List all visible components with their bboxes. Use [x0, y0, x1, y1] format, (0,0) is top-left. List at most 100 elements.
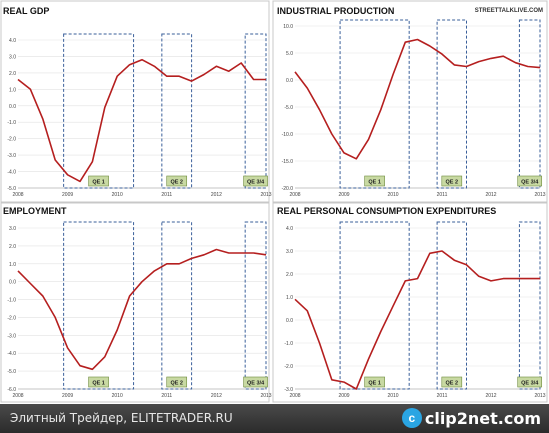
y-tick-label: 3.0 [9, 226, 16, 232]
qe-period-label: QE 1 [368, 380, 381, 386]
y-tick-label: 2.0 [9, 71, 16, 77]
qe-period-tag [364, 376, 385, 388]
x-tick-label: 2013 [534, 393, 545, 399]
qe-period-box [339, 221, 410, 390]
y-tick-label: 3.0 [9, 54, 16, 60]
x-tick-label: 2013 [260, 192, 271, 198]
y-tick-label: -4.0 [7, 170, 16, 176]
y-tick-label: -4.0 [7, 351, 16, 357]
chart-title: REAL PERSONAL CONSUMPTION EXPENDITURES [277, 206, 496, 216]
series-line [294, 250, 540, 390]
qe-period-box [436, 19, 468, 189]
qe-period-label: QE 1 [92, 179, 105, 185]
qe-period-tag [88, 175, 109, 187]
qe-period-box [339, 19, 410, 189]
x-tick-label: 2008 [289, 393, 300, 399]
x-tick-label: 2010 [387, 393, 398, 399]
x-tick-label: 2008 [289, 192, 300, 198]
series-line [294, 38, 541, 160]
y-tick-label: -3.0 [7, 333, 16, 339]
charts-canvas: STREETTALKLIVE.COM REAL GDP 4.0 3.0 2.0 1.0 0.… [0, 0, 548, 403]
qe-period-label: QE 1 [368, 179, 381, 185]
y-tick-label: 0.0 [9, 280, 16, 286]
x-tick-label: 2009 [338, 192, 349, 198]
clip2net-logo-icon: c [401, 408, 422, 428]
x-tick-label: 2008 [12, 192, 23, 198]
qe-period-label: QE 3/4 [247, 179, 265, 185]
qe-period-tag [364, 175, 385, 187]
y-tick-label: 0.0 [9, 104, 16, 110]
panel-frame [0, 0, 270, 203]
panel-frame [0, 202, 270, 403]
qe-period-tag [88, 376, 109, 388]
y-tick-label: -1.0 [284, 341, 293, 347]
chart-title: EMPLOYMENT [3, 206, 67, 216]
x-tick-label: 2011 [437, 393, 448, 399]
y-tick-label: 2.0 [9, 244, 16, 250]
x-tick-label: 2011 [437, 192, 448, 198]
qe-period-label: QE 1 [92, 380, 105, 386]
qe-period-tag [441, 376, 463, 388]
x-tick-label: 2010 [112, 393, 123, 399]
footer-bar: Элитный Трейдер, ELITETRADER.RU c clip2n… [0, 404, 549, 433]
qe-period-box [63, 221, 135, 390]
x-tick-label: 2010 [112, 192, 123, 198]
y-tick-label: 1.0 [9, 262, 16, 268]
x-tick-label: 2012 [211, 192, 222, 198]
qe-period-label: QE 3/4 [521, 179, 539, 185]
qe-period-box [161, 221, 193, 390]
y-tick-label: 4.0 [286, 226, 293, 232]
y-tick-label: -20.0 [282, 186, 294, 192]
qe-period-label: QE 3/4 [521, 380, 539, 386]
x-tick-label: 2012 [485, 393, 496, 399]
x-tick-label: 2012 [485, 192, 496, 198]
x-tick-label: 2010 [387, 192, 398, 198]
y-tick-label: 1.0 [9, 87, 16, 93]
qe-period-box [244, 221, 267, 390]
qe-period-tag [243, 376, 268, 388]
qe-period-label: QE 2 [446, 179, 459, 185]
y-tick-label: -2.0 [284, 364, 293, 370]
qe-period-box [244, 33, 267, 189]
qe-period-tag [166, 175, 188, 187]
chart-title: INDUSTRIAL PRODUCTION [277, 6, 394, 16]
y-tick-label: 10.0 [283, 24, 293, 30]
clip2net-logo[interactable]: c clip2net.com [401, 408, 541, 428]
y-tick-label: -5.0 [7, 186, 16, 192]
qe-period-label: QE 3/4 [247, 380, 265, 386]
series-line [17, 58, 266, 183]
footer-caption: Элитный Трейдер, ELITETRADER.RU [10, 411, 233, 425]
y-tick-label: 4.0 [9, 38, 16, 44]
qe-period-label: QE 2 [170, 179, 183, 185]
qe-period-box [161, 33, 193, 189]
y-tick-label: -1.0 [7, 120, 16, 126]
y-tick-label: 2.0 [286, 272, 293, 278]
x-tick-label: 2009 [62, 192, 73, 198]
series-line [17, 248, 267, 371]
x-tick-label: 2012 [211, 393, 222, 399]
x-tick-label: 2008 [12, 393, 23, 399]
y-tick-label: 0.0 [286, 318, 293, 324]
y-tick-label: -2.0 [7, 315, 16, 321]
qe-period-label: QE 2 [170, 380, 183, 386]
qe-period-box [436, 221, 468, 390]
y-tick-label: 5.0 [286, 51, 293, 57]
x-tick-label: 2009 [62, 393, 73, 399]
qe-period-tag [441, 175, 463, 187]
y-tick-label: -1.0 [7, 298, 16, 304]
qe-period-tag [517, 376, 543, 388]
x-tick-label: 2009 [338, 393, 349, 399]
y-tick-label: -10.0 [282, 132, 294, 138]
panel-frame [272, 0, 548, 203]
y-tick-label: -2.0 [7, 137, 16, 143]
y-tick-label: -5.0 [7, 369, 16, 375]
y-tick-label: -3.0 [284, 387, 293, 393]
y-tick-label: 3.0 [286, 249, 293, 255]
qe-period-label: QE 2 [446, 380, 459, 386]
panel-frame [272, 202, 548, 403]
chart-title: REAL GDP [3, 6, 49, 16]
qe-period-box [518, 221, 541, 390]
clip2net-logo-text: clip2net.com [424, 408, 541, 428]
qe-period-tag [517, 175, 543, 187]
x-tick-label: 2013 [260, 393, 271, 399]
